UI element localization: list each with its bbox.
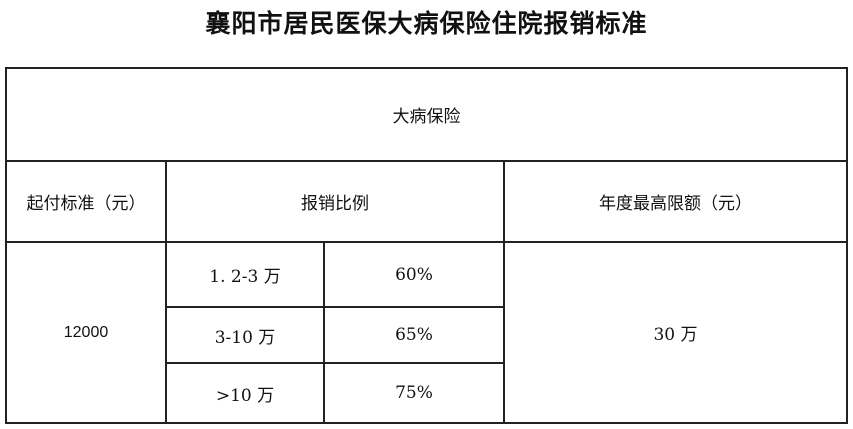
section-header-cell: 大病保险	[5, 67, 848, 162]
table-row: 12000 1. 2-3 万 60% 30 万	[5, 241, 848, 424]
header-ratio: 报销比例	[165, 160, 505, 243]
header-annual-cap: 年度最高限额（元）	[503, 160, 848, 243]
page-title: 襄阳市居民医保大病保险住院报销标准	[205, 9, 648, 38]
section-header-row: 大病保险	[5, 67, 848, 162]
column-header-row: 起付标准（元） 报销比例 年度最高限额（元）	[5, 160, 848, 243]
table-row: >10 万 75%	[6, 362, 847, 424]
tier-ratio: 65%	[323, 306, 505, 364]
tier-range: 1. 2-3 万	[165, 241, 325, 308]
annual-cap-value: 30 万	[503, 241, 848, 424]
reimbursement-table: 大病保险 起付标准（元） 报销比例 年度最高限额（元） 12000 1. 2-3…	[5, 67, 848, 424]
table-row: 3-10 万 65%	[6, 306, 847, 364]
deductible-value: 12000	[5, 241, 167, 424]
tier-ratio: 60%	[323, 241, 505, 308]
tier-range: >10 万	[165, 362, 325, 424]
tier-ratio: 75%	[323, 362, 505, 424]
header-deductible: 起付标准（元）	[5, 160, 167, 243]
tier-range: 3-10 万	[165, 306, 325, 364]
